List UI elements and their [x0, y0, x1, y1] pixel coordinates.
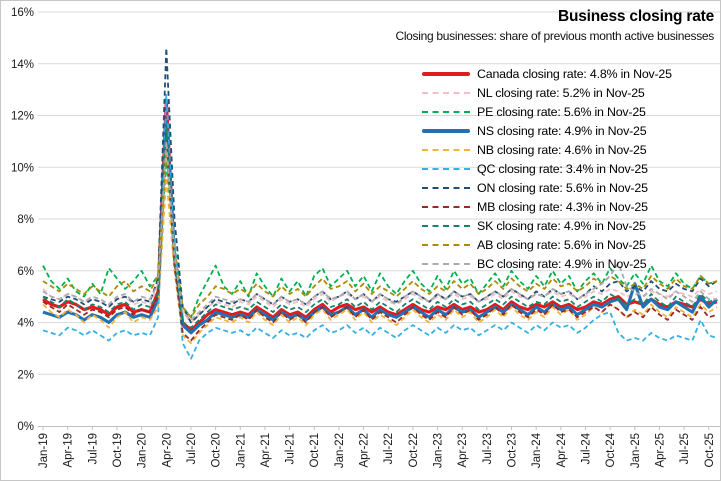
x-axis-label: Oct-19 — [112, 433, 124, 468]
legend-line-swatch-canada — [422, 71, 470, 76]
x-axis-label: Apr-19 — [63, 433, 75, 468]
y-axis-label: 6% — [17, 266, 34, 278]
x-axis-label: Oct-20 — [211, 433, 223, 468]
legend-item-ab: AB closing rate: 5.6% in Nov-25 — [422, 235, 672, 254]
x-axis-label: Oct-22 — [408, 433, 420, 468]
legend-item-bc: BC closing rate: 4.9% in Nov-25 — [422, 254, 672, 273]
chart-subtitle: Closing businesses: share of previous mo… — [395, 29, 714, 43]
series-line-bc — [42, 140, 717, 321]
legend-item-on: ON closing rate: 5.6% in Nov-25 — [422, 178, 672, 197]
x-axis-label: Jul-20 — [186, 433, 198, 464]
legend-item-nl: NL closing rate: 5.2% in Nov-25 — [422, 83, 672, 102]
legend-line-swatch-on — [422, 186, 470, 189]
series-line-mb — [42, 130, 718, 342]
legend-label-ab: AB closing rate: 5.6% in Nov-25 — [477, 237, 646, 252]
legend-item-mb: MB closing rate: 4.3% in Nov-25 — [422, 197, 672, 216]
x-axis-label: Apr-20 — [161, 433, 173, 468]
legend-item-pe: PE closing rate: 5.6% in Nov-25 — [422, 102, 672, 121]
legend-line-swatch-bc — [422, 262, 470, 265]
chart-title: Business closing rate — [557, 8, 714, 25]
legend-label-on: ON closing rate: 5.6% in Nov-25 — [477, 180, 648, 195]
legend-line-swatch-qc — [422, 167, 470, 170]
series-line-sk — [42, 125, 718, 329]
chart-legend: Canada closing rate: 4.8% in Nov-25 NL cl… — [422, 64, 672, 273]
x-axis-label: Jul-19 — [87, 433, 99, 464]
legend-line-swatch-mb — [422, 205, 470, 208]
x-axis-label: Apr-25 — [654, 433, 666, 468]
x-axis-label: Jul-23 — [482, 433, 494, 464]
series-line-ab — [42, 150, 718, 319]
x-axis-label: Jul-25 — [679, 433, 691, 464]
x-axis-label: Jan-22 — [334, 433, 346, 468]
x-axis-label: Oct-24 — [605, 432, 617, 467]
x-axis-label: Jan-24 — [531, 432, 543, 468]
y-axis-label: 4% — [17, 318, 34, 330]
legend-label-ns: NS closing rate: 4.9% in Nov-25 — [477, 123, 647, 138]
series-line-nl — [42, 135, 718, 324]
legend-line-swatch-nb — [422, 148, 470, 151]
x-axis-label: Jan-21 — [235, 433, 247, 468]
legend-item-nb: NB closing rate: 4.6% in Nov-25 — [422, 140, 672, 159]
x-axis-label: Oct-21 — [309, 433, 321, 468]
legend-label-canada: Canada closing rate: 4.8% in Nov-25 — [477, 66, 672, 81]
y-axis-label: 2% — [17, 369, 34, 381]
x-axis-label: Apr-21 — [260, 433, 272, 468]
legend-item-canada: Canada closing rate: 4.8% in Nov-25 — [422, 64, 672, 83]
series-line-ns — [42, 119, 719, 335]
legend-item-sk: SK closing rate: 4.9% in Nov-25 — [422, 216, 672, 235]
legend-item-qc: QC closing rate: 3.4% in Nov-25 — [422, 159, 672, 178]
x-axis-label: Apr-22 — [359, 433, 371, 468]
y-axis-label: 0% — [17, 421, 34, 433]
x-axis-label: Oct-23 — [507, 433, 519, 468]
y-axis-label: 8% — [17, 214, 34, 226]
x-axis-label: Jan-23 — [433, 433, 445, 468]
x-axis-label: Apr-23 — [457, 433, 469, 468]
legend-label-pe: PE closing rate: 5.6% in Nov-25 — [477, 104, 646, 119]
x-axis-label: Jul-21 — [285, 433, 297, 464]
legend-item-ns: NS closing rate: 4.9% in Nov-25 — [422, 121, 672, 140]
y-axis-label: 16% — [11, 7, 34, 19]
x-axis-label: Jan-19 — [38, 433, 50, 468]
x-axis-label: Jul-22 — [383, 433, 395, 464]
legend-line-swatch-nl — [422, 91, 470, 94]
x-axis-label: Oct-25 — [704, 433, 716, 468]
x-axis-label: Jan-20 — [137, 433, 149, 468]
y-axis-label: 10% — [11, 162, 34, 174]
legend-label-nl: NL closing rate: 5.2% in Nov-25 — [477, 85, 645, 100]
legend-line-swatch-ab — [422, 243, 470, 246]
y-axis-label: 14% — [11, 59, 34, 71]
x-axis-label: Jan-25 — [630, 433, 642, 468]
x-axis-label: Jul-24 — [580, 432, 592, 464]
legend-label-qc: QC closing rate: 3.4% in Nov-25 — [477, 161, 648, 176]
legend-line-swatch-ns — [422, 128, 470, 133]
legend-label-mb: MB closing rate: 4.3% in Nov-25 — [477, 199, 648, 214]
legend-label-sk: SK closing rate: 4.9% in Nov-25 — [477, 218, 646, 233]
series-line-canada — [42, 98, 718, 332]
legend-line-swatch-pe — [422, 110, 470, 113]
legend-label-nb: NB closing rate: 4.6% in Nov-25 — [477, 142, 647, 157]
y-axis-label: 12% — [11, 111, 34, 123]
series-line-qc — [42, 93, 718, 360]
legend-line-swatch-sk — [422, 224, 470, 227]
x-axis-label: Apr-24 — [556, 432, 568, 467]
legend-label-bc: BC closing rate: 4.9% in Nov-25 — [477, 256, 647, 271]
